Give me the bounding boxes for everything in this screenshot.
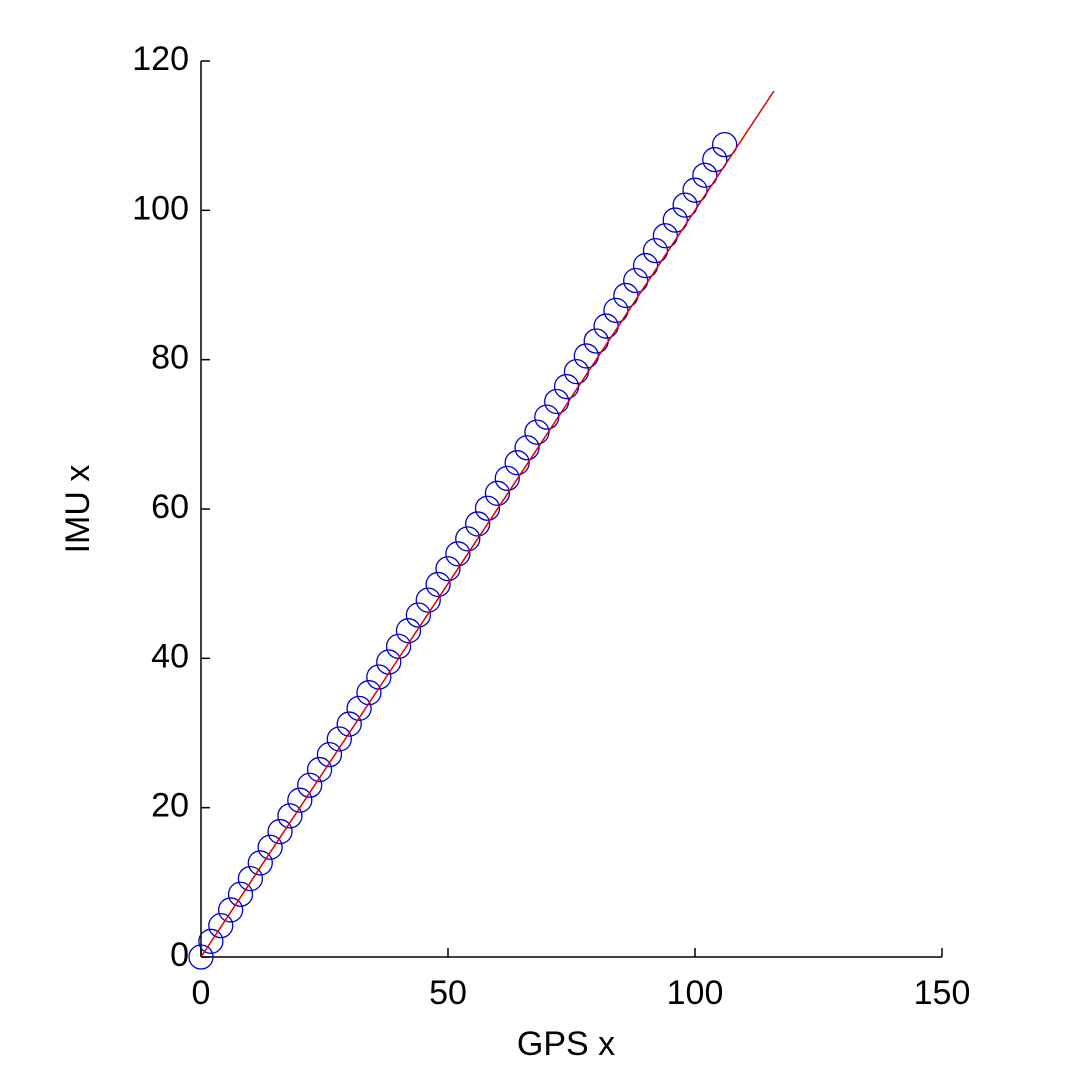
y-tick-label: 100 xyxy=(132,189,189,227)
data-point xyxy=(455,526,481,552)
data-point xyxy=(267,818,293,845)
data-point xyxy=(504,450,530,476)
fit-line xyxy=(200,90,775,958)
data-point xyxy=(662,207,688,233)
data-point xyxy=(682,177,708,203)
x-tick-label: 0 xyxy=(192,974,211,1012)
x-tick-label: 50 xyxy=(429,974,467,1012)
data-point xyxy=(702,146,728,173)
x-axis-label: GPS x xyxy=(517,1025,615,1063)
data-point xyxy=(692,162,718,188)
data-point xyxy=(356,680,382,706)
data-point xyxy=(227,881,254,907)
data-point xyxy=(445,541,471,567)
data-point xyxy=(247,850,273,876)
data-point xyxy=(672,192,698,218)
data-point xyxy=(306,756,333,783)
data-point xyxy=(405,602,432,628)
y-axis-label: IMU x xyxy=(59,465,97,554)
y-tick-label: 20 xyxy=(151,787,189,825)
data-point xyxy=(217,897,244,923)
data-point xyxy=(208,912,234,939)
y-tick-label: 40 xyxy=(151,637,189,675)
data-point xyxy=(514,435,540,461)
data-point xyxy=(188,944,214,970)
y-tick-label: 120 xyxy=(132,40,189,78)
y-tick-label: 80 xyxy=(151,339,189,377)
y-tick-label: 60 xyxy=(151,488,189,526)
data-point xyxy=(277,803,303,829)
data-point xyxy=(287,787,313,813)
x-tick-label: 150 xyxy=(914,974,971,1012)
data-point xyxy=(415,587,441,613)
data-point xyxy=(711,131,738,158)
data-point xyxy=(346,695,372,722)
data-point xyxy=(326,726,352,752)
data-point xyxy=(336,711,362,737)
data-point xyxy=(316,742,343,768)
data-point xyxy=(464,511,491,537)
data-point xyxy=(257,834,283,860)
data-point xyxy=(237,865,264,892)
x-tick-label: 100 xyxy=(667,974,724,1012)
data-point xyxy=(494,465,520,492)
data-point xyxy=(474,495,501,521)
data-point xyxy=(198,928,224,954)
data-point xyxy=(297,772,323,798)
data-point xyxy=(435,556,461,582)
data-point xyxy=(484,480,511,506)
data-point xyxy=(425,571,451,598)
y-tick-label: 0 xyxy=(170,936,189,974)
